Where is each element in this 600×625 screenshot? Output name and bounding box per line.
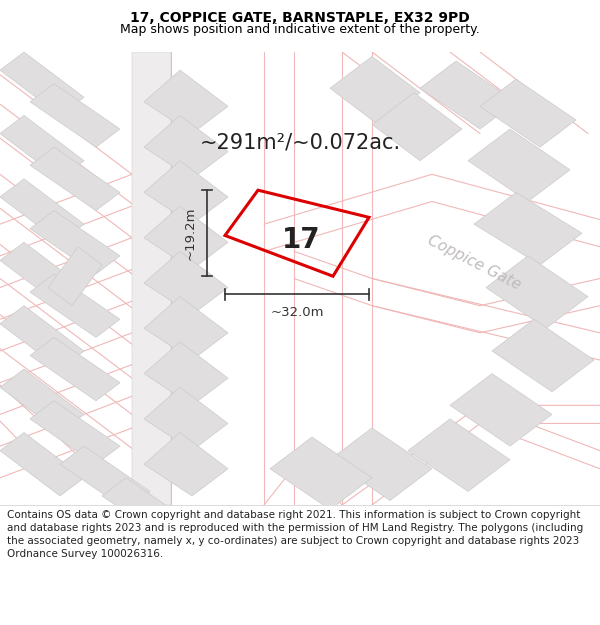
- Polygon shape: [0, 116, 84, 179]
- Polygon shape: [144, 388, 228, 451]
- Polygon shape: [0, 52, 84, 116]
- Text: Contains OS data © Crown copyright and database right 2021. This information is : Contains OS data © Crown copyright and d…: [7, 510, 583, 559]
- Text: 17: 17: [282, 226, 320, 254]
- Text: Map shows position and indicative extent of the property.: Map shows position and indicative extent…: [120, 23, 480, 36]
- Polygon shape: [60, 446, 150, 509]
- Text: ~32.0m: ~32.0m: [270, 306, 324, 319]
- Polygon shape: [132, 52, 171, 505]
- Polygon shape: [492, 319, 594, 392]
- Polygon shape: [486, 256, 588, 328]
- Text: ~19.2m: ~19.2m: [183, 206, 196, 260]
- Polygon shape: [144, 432, 228, 496]
- Polygon shape: [30, 147, 120, 211]
- Polygon shape: [0, 179, 84, 242]
- Text: Coppice Gate: Coppice Gate: [425, 232, 523, 292]
- Polygon shape: [30, 274, 120, 338]
- Polygon shape: [450, 374, 552, 446]
- Polygon shape: [30, 84, 120, 147]
- Polygon shape: [30, 338, 120, 401]
- Polygon shape: [144, 70, 228, 134]
- Polygon shape: [0, 242, 84, 306]
- Polygon shape: [144, 342, 228, 406]
- Text: ~291m²/~0.072ac.: ~291m²/~0.072ac.: [199, 132, 401, 152]
- Polygon shape: [372, 92, 462, 161]
- Polygon shape: [144, 116, 228, 179]
- Polygon shape: [144, 161, 228, 224]
- Polygon shape: [270, 437, 372, 509]
- Polygon shape: [0, 432, 84, 496]
- Polygon shape: [0, 306, 84, 369]
- Polygon shape: [480, 79, 576, 147]
- Polygon shape: [420, 61, 516, 129]
- Polygon shape: [0, 369, 84, 432]
- Polygon shape: [330, 56, 420, 124]
- Polygon shape: [48, 247, 102, 306]
- Polygon shape: [330, 428, 432, 501]
- Polygon shape: [144, 206, 228, 269]
- Text: 17, COPPICE GATE, BARNSTAPLE, EX32 9PD: 17, COPPICE GATE, BARNSTAPLE, EX32 9PD: [130, 11, 470, 26]
- Polygon shape: [468, 129, 570, 201]
- Polygon shape: [30, 211, 120, 274]
- Polygon shape: [474, 192, 582, 265]
- Polygon shape: [30, 401, 120, 464]
- Polygon shape: [408, 419, 510, 491]
- Polygon shape: [102, 478, 192, 541]
- Polygon shape: [144, 251, 228, 315]
- Polygon shape: [144, 297, 228, 360]
